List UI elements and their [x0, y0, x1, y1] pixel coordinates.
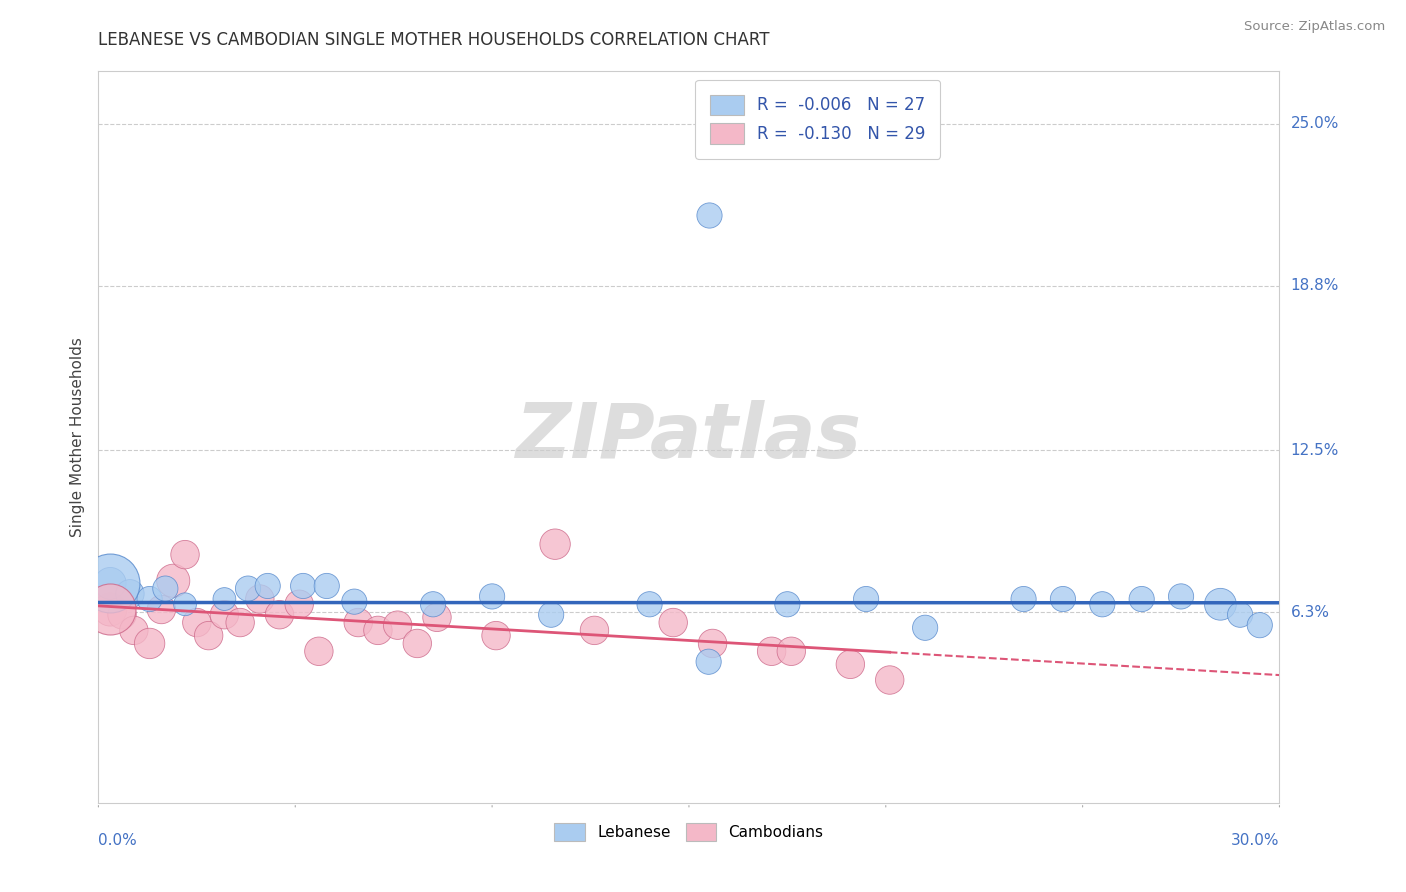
Point [343, 594, 366, 608]
Text: Source: ZipAtlas.com: Source: ZipAtlas.com [1244, 20, 1385, 33]
Point [914, 621, 936, 635]
Point [1052, 592, 1074, 607]
Point [308, 644, 330, 658]
Point [122, 624, 145, 638]
Point [1130, 592, 1153, 607]
Point [288, 597, 311, 611]
Point [583, 624, 606, 638]
Legend: Lebanese, Cambodians: Lebanese, Cambodians [543, 811, 835, 854]
Point [256, 579, 278, 593]
Point [186, 615, 208, 630]
Y-axis label: Single Mother Households: Single Mother Households [69, 337, 84, 537]
Point [1249, 618, 1271, 632]
Point [229, 615, 252, 630]
Point [839, 657, 862, 672]
Point [138, 636, 160, 650]
Point [1229, 607, 1251, 622]
Point [702, 636, 724, 650]
Point [485, 629, 508, 643]
Point [780, 644, 803, 658]
Point [98, 576, 121, 591]
Point [138, 592, 160, 607]
Point [174, 548, 197, 562]
Point [249, 592, 271, 607]
Point [315, 579, 337, 593]
Point [855, 592, 877, 607]
Point [155, 582, 177, 596]
Text: 6.3%: 6.3% [1291, 605, 1330, 620]
Point [761, 644, 783, 658]
Point [98, 602, 121, 616]
Point [544, 537, 567, 551]
Point [98, 576, 121, 591]
Point [347, 615, 370, 630]
Point [1209, 597, 1232, 611]
Text: LEBANESE VS CAMBODIAN SINGLE MOTHER HOUSEHOLDS CORRELATION CHART: LEBANESE VS CAMBODIAN SINGLE MOTHER HOUS… [98, 31, 770, 49]
Point [118, 587, 141, 601]
Point [367, 624, 389, 638]
Point [422, 597, 444, 611]
Point [426, 610, 449, 624]
Text: 25.0%: 25.0% [1291, 116, 1339, 131]
Point [1012, 592, 1035, 607]
Point [879, 673, 901, 687]
Text: 12.5%: 12.5% [1291, 442, 1339, 458]
Point [540, 607, 562, 622]
Point [111, 607, 134, 622]
Point [481, 590, 503, 604]
Point [406, 636, 429, 650]
Text: 18.8%: 18.8% [1291, 278, 1339, 293]
Point [214, 607, 236, 622]
Point [697, 655, 720, 669]
Point [776, 597, 799, 611]
Text: 30.0%: 30.0% [1232, 833, 1279, 848]
Point [697, 208, 720, 222]
Point [662, 615, 685, 630]
Point [292, 579, 315, 593]
Point [1091, 597, 1114, 611]
Text: 0.0%: 0.0% [98, 833, 138, 848]
Point [269, 607, 291, 622]
Point [1170, 590, 1192, 604]
Point [197, 629, 219, 643]
Point [174, 597, 197, 611]
Point [98, 602, 121, 616]
Point [162, 574, 184, 588]
Point [150, 602, 173, 616]
Point [236, 582, 259, 596]
Text: ZIPatlas: ZIPatlas [516, 401, 862, 474]
Point [387, 618, 409, 632]
Point [638, 597, 661, 611]
Point [214, 592, 236, 607]
